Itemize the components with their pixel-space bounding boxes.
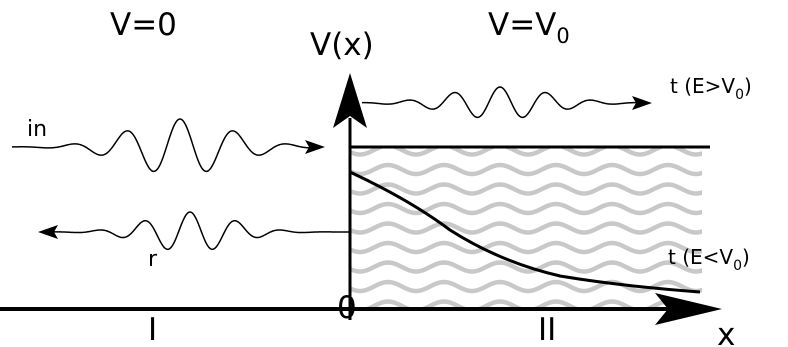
barrier-pattern-stripe bbox=[350, 260, 702, 274]
reflected-wave bbox=[51, 211, 350, 251]
y-axis-label: V(x) bbox=[310, 27, 374, 63]
right-potential-label: V=V0 bbox=[488, 7, 570, 48]
transmitted-above-label: t (E>V0) bbox=[670, 74, 752, 103]
barrier-pattern-stripe bbox=[350, 162, 702, 177]
reflected-wave-arrowhead bbox=[38, 225, 58, 239]
barrier-pattern-stripe bbox=[350, 221, 702, 235]
region-one-label: I bbox=[148, 312, 157, 347]
barrier-pattern-stripe bbox=[350, 182, 702, 196]
transmitted-wave-above bbox=[361, 86, 641, 119]
y-axis-arrowhead bbox=[333, 73, 367, 128]
x-axis-arrowhead bbox=[655, 293, 722, 325]
barrier-pattern bbox=[350, 147, 702, 307]
barrier-pattern-stripe bbox=[350, 279, 702, 294]
left-potential-label: V=0 bbox=[110, 7, 177, 43]
barrier-pattern-stripe bbox=[350, 240, 702, 255]
reflected-label: r bbox=[148, 247, 158, 272]
transmitted-wave-arrowhead bbox=[632, 96, 652, 110]
incident-wave bbox=[11, 118, 312, 173]
barrier-pattern-stripe bbox=[350, 147, 702, 157]
transmitted-below-label: t (E<V0) bbox=[668, 245, 750, 274]
origin-label: 0 bbox=[337, 290, 357, 326]
evanescent-decay-curve bbox=[349, 170, 701, 294]
x-axis-label: x bbox=[717, 317, 735, 347]
incident-wave-arrowhead bbox=[305, 140, 325, 154]
barrier-pattern-stripe bbox=[350, 201, 702, 216]
region-two-label: II bbox=[538, 312, 556, 347]
incident-label: in bbox=[27, 117, 47, 142]
